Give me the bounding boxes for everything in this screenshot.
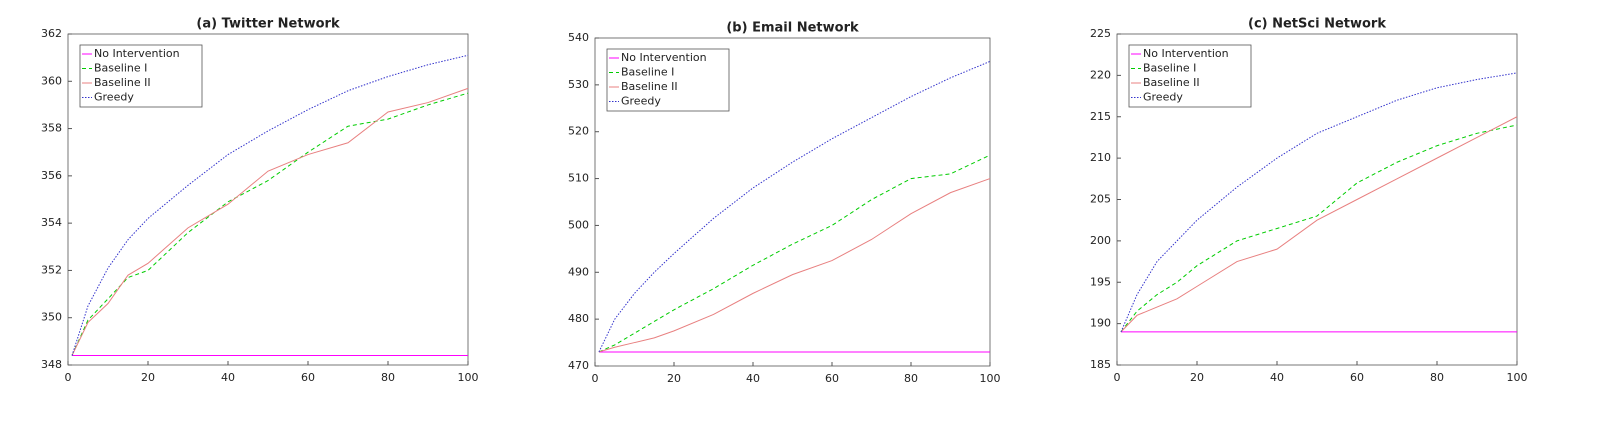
y-tick-label: 348 [41, 358, 62, 371]
series-line [71, 87, 469, 356]
y-tick-label: 358 [41, 122, 62, 135]
x-tick-label: 100 [1507, 371, 1528, 384]
y-tick-label: 352 [41, 263, 62, 276]
y-tick-label: 510 [568, 172, 589, 185]
legend-label: Baseline II [621, 80, 678, 93]
x-tick-label: 40 [221, 371, 235, 384]
y-tick-label: 225 [1090, 27, 1111, 40]
legend-box [79, 44, 203, 108]
series-line [598, 154, 991, 353]
y-tick-label: 470 [568, 359, 589, 372]
y-tick-label: 200 [1090, 234, 1111, 247]
series-line [598, 178, 991, 353]
x-tick-label: 100 [980, 372, 1001, 385]
chart-title: (b) Email Network [726, 21, 859, 36]
x-tick-label: 20 [667, 372, 681, 385]
y-tick-label: 360 [41, 74, 62, 87]
y-tick-label: 356 [41, 169, 62, 182]
x-tick-label: 80 [1430, 371, 1444, 384]
y-tick-label: 220 [1090, 68, 1111, 81]
legend-label: Greedy [94, 91, 134, 104]
x-tick-label: 0 [65, 371, 72, 384]
legend-label: Baseline I [621, 66, 674, 79]
x-tick-label: 20 [141, 371, 155, 384]
plot-frame [67, 33, 469, 366]
y-tick-label: 190 [1090, 317, 1111, 330]
legend-box [1128, 44, 1252, 108]
y-tick-label: 520 [568, 125, 589, 138]
series-line [1120, 116, 1518, 333]
series-line [1120, 72, 1518, 333]
legend-label: Greedy [1143, 91, 1183, 104]
legend-label: Baseline I [94, 62, 147, 75]
chart-title: (c) NetSci Network [1248, 17, 1386, 32]
chart-title: (a) Twitter Network [196, 17, 340, 32]
y-tick-label: 354 [41, 216, 62, 229]
y-tick-label: 185 [1090, 358, 1111, 371]
legend-box [606, 48, 730, 112]
legend-label: Greedy [621, 95, 661, 108]
series-line [1120, 124, 1518, 333]
plot-frame [594, 37, 991, 367]
x-tick-label: 80 [904, 372, 918, 385]
y-tick-label: 350 [41, 311, 62, 324]
x-tick-label: 20 [1190, 371, 1204, 384]
legend-label: Baseline II [1143, 76, 1200, 89]
y-tick-label: 195 [1090, 275, 1111, 288]
x-tick-label: 80 [381, 371, 395, 384]
legend-label: No Intervention [621, 51, 707, 64]
y-tick-label: 530 [568, 78, 589, 91]
series-line [71, 54, 469, 356]
legend-label: Baseline I [1143, 62, 1196, 75]
x-tick-label: 0 [1114, 371, 1121, 384]
x-tick-label: 40 [1270, 371, 1284, 384]
x-tick-label: 60 [825, 372, 839, 385]
x-tick-label: 60 [301, 371, 315, 384]
y-tick-label: 205 [1090, 193, 1111, 206]
x-tick-label: 40 [746, 372, 760, 385]
y-tick-label: 480 [568, 312, 589, 325]
legend-label: Baseline II [94, 76, 151, 89]
series-line [71, 92, 469, 356]
y-tick-label: 215 [1090, 110, 1111, 123]
x-tick-label: 100 [458, 371, 479, 384]
y-tick-label: 500 [568, 218, 589, 231]
x-tick-label: 60 [1350, 371, 1364, 384]
legend-label: No Intervention [94, 47, 180, 60]
y-tick-label: 540 [568, 31, 589, 44]
y-tick-label: 362 [41, 27, 62, 40]
y-tick-label: 210 [1090, 151, 1111, 164]
y-tick-label: 490 [568, 265, 589, 278]
x-tick-label: 0 [592, 372, 599, 385]
legend-label: No Intervention [1143, 47, 1229, 60]
